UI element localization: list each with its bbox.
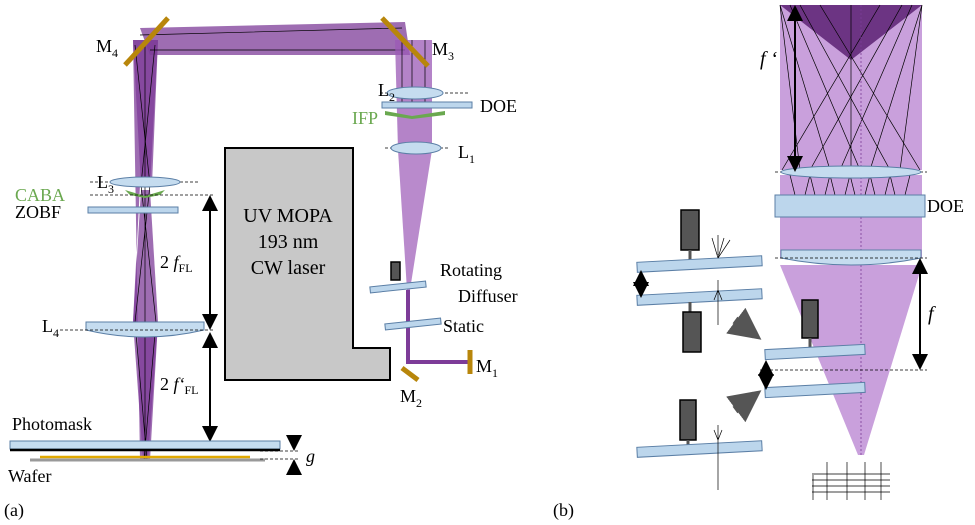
lens <box>781 166 921 178</box>
doe-label: DOE <box>927 196 964 216</box>
pointer-arrow <box>735 320 755 335</box>
label-text: 2 <box>160 252 174 272</box>
lens <box>391 142 441 154</box>
mirror-label: M1 <box>476 356 498 380</box>
diffuser-label: Diffuser <box>458 286 518 306</box>
motor <box>680 400 696 440</box>
label-sub: 4 <box>53 326 59 340</box>
panel-label: (b) <box>553 500 574 521</box>
label-text: 2 <box>160 374 174 394</box>
mirror-label: M2 <box>400 386 422 410</box>
gap-label: g <box>306 446 315 466</box>
distance-label: 2 fFL <box>160 252 193 275</box>
scatter-rays <box>714 425 722 490</box>
label-sub: FL <box>185 383 199 397</box>
label-sub: 2 <box>416 396 422 410</box>
label-text: M <box>476 356 492 376</box>
zobf-plate <box>88 207 178 213</box>
label-sub: 1 <box>469 152 475 166</box>
label-sub: 1 <box>492 366 498 380</box>
doe-plate <box>775 195 925 217</box>
ifp-label: IFP <box>352 108 378 128</box>
label-text: M <box>432 39 448 59</box>
label-symbol: f‘ <box>174 374 185 394</box>
diffuser-plate <box>385 318 441 330</box>
doe-plate <box>382 102 472 108</box>
figure: M4 M3 M1 M2 L2 DOE IFP L1 UV MOPA 193 nm… <box>0 0 975 525</box>
label-text: L <box>458 142 469 162</box>
lens-label: L4 <box>42 316 59 340</box>
focal-label: f ‘ <box>760 48 778 70</box>
laser-label: 193 nm <box>258 231 319 253</box>
lens <box>781 250 921 265</box>
laser-label: UV MOPA <box>243 205 333 227</box>
label-text: L <box>97 172 108 192</box>
beam <box>780 265 922 455</box>
lens-label: L2 <box>378 80 395 104</box>
diffuser-plate <box>370 281 426 293</box>
page: {"panel_a": {"label": "(a)", "m4": {"bas… <box>0 0 975 525</box>
lens-label: L1 <box>458 142 475 166</box>
lens <box>110 177 180 187</box>
mirror <box>402 368 418 380</box>
label-sub: 3 <box>448 49 454 63</box>
lens <box>86 322 204 337</box>
scatter-rays <box>712 235 730 325</box>
motor <box>681 210 699 250</box>
wavefront <box>812 474 890 492</box>
label-text: L <box>42 316 53 336</box>
mirror-label: M4 <box>96 36 118 60</box>
laser-label: CW laser <box>251 257 326 279</box>
zobf-label: ZOBF <box>15 202 61 222</box>
lens-label: L3 <box>97 172 114 196</box>
label-sub: 3 <box>108 182 114 196</box>
motor <box>683 312 701 352</box>
motor <box>802 300 818 338</box>
pointer-arrow <box>735 395 755 410</box>
doe-label: DOE <box>480 96 517 116</box>
motor <box>391 262 400 280</box>
wafer-label: Wafer <box>8 466 52 486</box>
label-text: M <box>96 36 112 56</box>
diffuser-plate <box>637 256 762 273</box>
diffuser-label: Rotating <box>440 260 502 280</box>
beam <box>398 150 432 290</box>
distance-label: 2 f‘FL <box>160 374 199 397</box>
label-sub: FL <box>179 261 193 275</box>
static-label: Static <box>443 316 484 336</box>
focal-label: f <box>928 303 936 325</box>
label-sub: 2 <box>389 90 395 104</box>
label-text: M <box>400 386 416 406</box>
lens <box>387 87 443 99</box>
diffuser-plate <box>637 441 762 458</box>
diffuser-plate <box>637 289 762 306</box>
input-rays <box>813 462 881 500</box>
label-sub: 4 <box>112 46 118 60</box>
photomask-label: Photomask <box>12 414 92 434</box>
label-text: L <box>378 80 389 100</box>
photomask <box>10 441 280 449</box>
mirror-label: M3 <box>432 39 454 63</box>
panel-label: (a) <box>4 500 24 521</box>
